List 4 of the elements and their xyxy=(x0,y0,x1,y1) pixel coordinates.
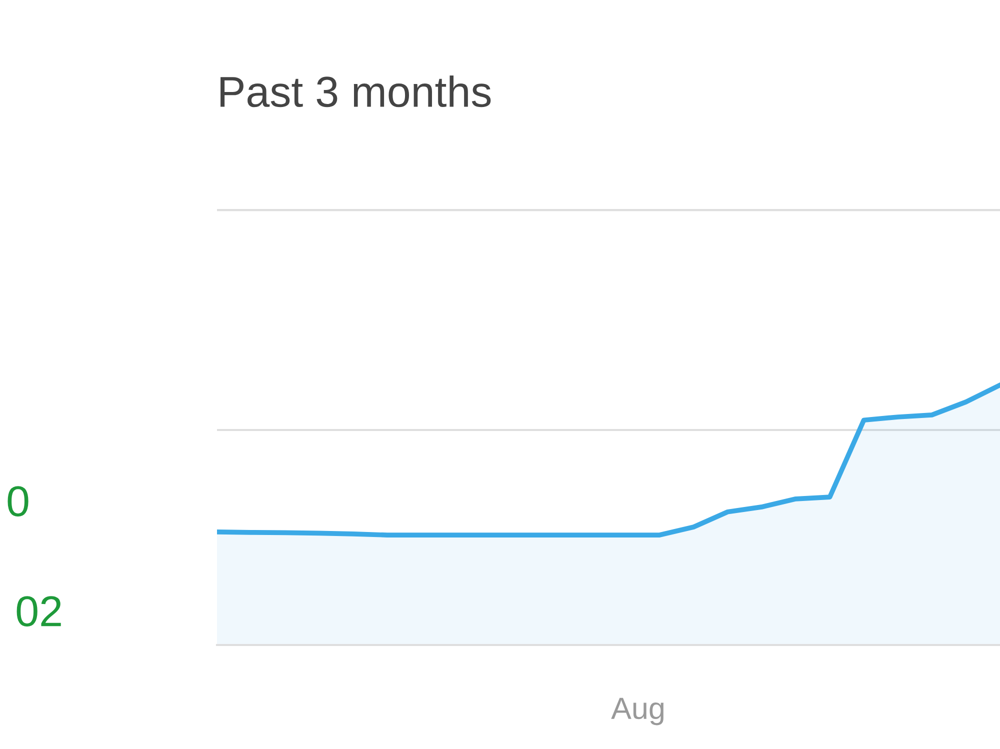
text: 0 xyxy=(8,486,28,517)
text: 02 xyxy=(16,596,61,627)
chart-title: Past 3 months xyxy=(220,76,491,108)
text: Aug xyxy=(611,698,664,726)
